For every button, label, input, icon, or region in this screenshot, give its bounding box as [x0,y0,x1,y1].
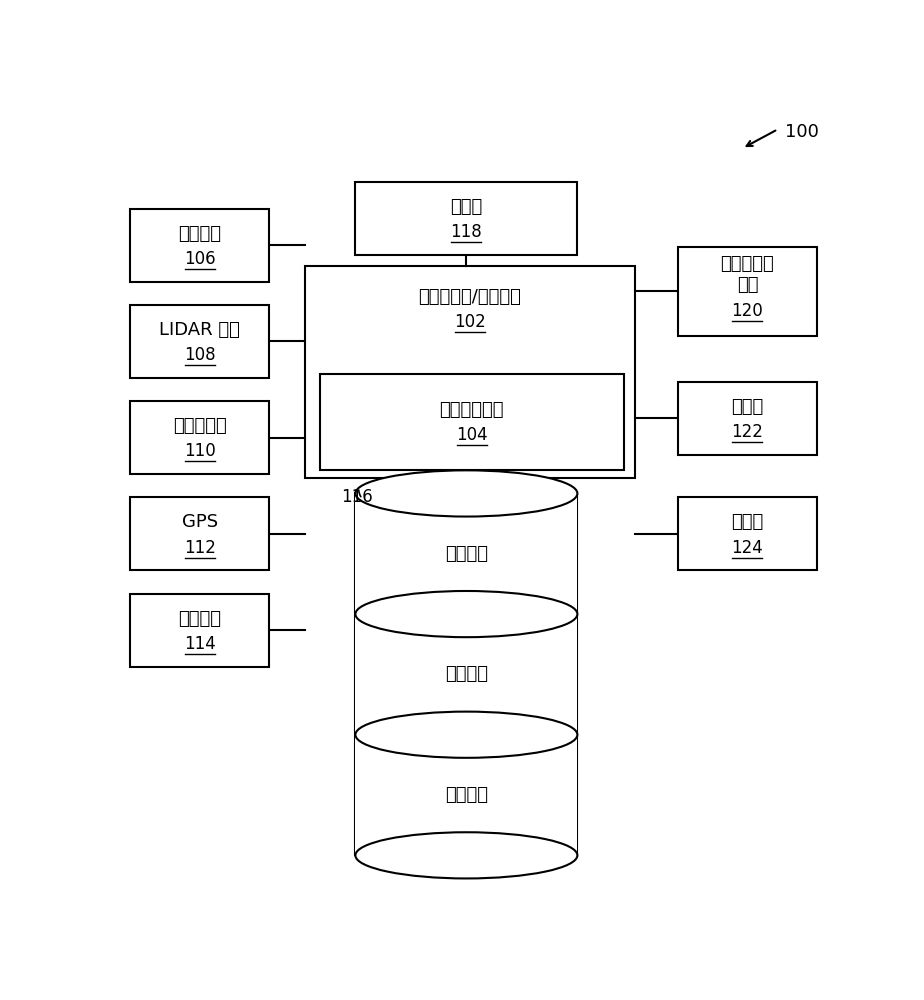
Bar [320,374,624,470]
Text: 122: 122 [732,423,763,441]
Bar [129,497,270,570]
Text: GPS: GPS [182,513,218,531]
Text: 摄像机系统: 摄像机系统 [173,417,226,435]
Bar [677,382,818,455]
Bar [356,182,578,255]
Text: 其他数据: 其他数据 [444,786,488,804]
Text: 驾驶历史: 驾驶历史 [444,665,488,683]
Bar [129,401,270,474]
Text: 118: 118 [451,223,482,241]
Text: 盲区检测系统: 盲区检测系统 [440,401,504,419]
Polygon shape [356,493,578,855]
Bar [677,247,818,336]
Text: 超声系统: 超声系统 [178,610,221,628]
Text: 116: 116 [341,488,372,506]
Text: 106: 106 [184,250,215,268]
Bar [677,497,818,570]
Text: 收发器: 收发器 [450,198,482,216]
Text: LIDAR 系统: LIDAR 系统 [159,321,240,339]
Ellipse shape [356,832,578,878]
Text: 100: 100 [785,123,819,141]
Text: 102: 102 [454,313,486,331]
Bar [305,266,635,478]
Text: 扬声器: 扬声器 [731,513,763,531]
Text: 112: 112 [184,539,215,557]
Text: 124: 124 [732,539,763,557]
Text: 雷达系统: 雷达系统 [178,225,221,243]
Text: 120: 120 [732,302,763,320]
Text: 地图数据: 地图数据 [444,545,488,563]
Bar [129,594,270,667]
Text: 自动化驾驶/辅助系统: 自动化驾驶/辅助系统 [419,288,521,306]
Text: 车辆控制致
动器: 车辆控制致 动器 [721,255,774,294]
Ellipse shape [356,712,578,758]
Bar [129,209,270,282]
Text: 110: 110 [184,442,215,460]
Ellipse shape [356,470,578,517]
Bar [129,305,270,378]
Ellipse shape [356,591,578,637]
Text: 104: 104 [456,426,488,444]
Text: 显示器: 显示器 [731,398,763,416]
Text: 114: 114 [184,635,215,653]
Text: 108: 108 [184,346,215,364]
